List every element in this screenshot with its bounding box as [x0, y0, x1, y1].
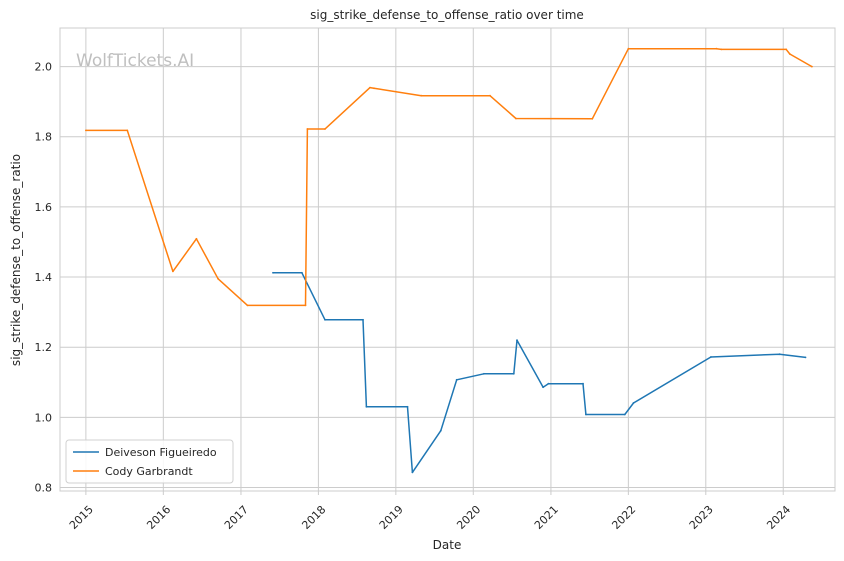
series-point-1 — [304, 304, 307, 307]
series-point-0 — [272, 271, 274, 274]
series-point-0 — [710, 356, 712, 358]
series-point-0 — [411, 471, 414, 474]
series-line-1 — [85, 47, 813, 307]
series-point-1 — [715, 47, 718, 50]
legend-label-figueiredo: Deiveson Figueiredo — [105, 446, 217, 459]
watermark: WolfTickets.AI — [76, 51, 194, 71]
series-point-1 — [373, 87, 375, 90]
y-tick-label: 1.0 — [35, 411, 53, 424]
series-point-1 — [85, 129, 87, 132]
series-point-1 — [172, 270, 174, 273]
series-point-1 — [627, 47, 630, 50]
series-point-0 — [804, 356, 807, 359]
series-point-0 — [516, 339, 518, 342]
series-layer — [85, 47, 813, 474]
x-tick-label: 2023 — [687, 503, 716, 532]
series-point-0 — [406, 405, 409, 408]
x-tick-label: 2016 — [144, 503, 173, 532]
series-point-1 — [785, 48, 788, 51]
x-tick-label: 2020 — [454, 503, 483, 532]
x-tick-label: 2018 — [299, 503, 328, 532]
series-point-0 — [542, 386, 544, 389]
series-point-1 — [720, 48, 723, 51]
x-tick-label: 2019 — [377, 503, 406, 532]
chart-title: sig_strike_defense_to_offense_ratio over… — [310, 8, 584, 22]
legend-label-garbrandt: Cody Garbrandt — [105, 465, 193, 478]
series-point-0 — [324, 318, 326, 321]
series-point-1 — [420, 94, 423, 97]
y-tick-label: 1.2 — [35, 341, 53, 354]
x-tick-label: 2024 — [764, 503, 793, 532]
y-tick-label: 1.6 — [35, 201, 53, 214]
series-point-0 — [301, 271, 303, 274]
series-point-1 — [811, 65, 813, 68]
legend-box — [65, 439, 234, 484]
y-tick-label: 1.8 — [35, 131, 53, 144]
series-point-1 — [788, 53, 791, 55]
x-axis-ticks: 2015 2016 2017 2018 2019 2020 2021 2022 2023 2024 — [67, 491, 793, 532]
x-tick-label: 2017 — [222, 503, 251, 532]
x-tick-label: 2021 — [532, 503, 561, 532]
series-point-0 — [585, 413, 587, 416]
series-point-0 — [623, 413, 626, 416]
series-point-0 — [365, 405, 368, 408]
y-tick-label: 2.0 — [35, 61, 53, 74]
series-point-1 — [591, 117, 594, 120]
series-point-0 — [632, 402, 635, 404]
series-point-0 — [362, 318, 364, 321]
series-point-1 — [369, 86, 371, 89]
series-point-1 — [515, 117, 517, 120]
series-point-0 — [547, 382, 550, 385]
series-point-1 — [195, 237, 198, 240]
x-axis-label: Date — [433, 538, 462, 552]
plot-frame — [59, 27, 836, 492]
series-point-1 — [489, 94, 491, 97]
series-point-1 — [217, 277, 220, 280]
y-tick-label: 0.8 — [35, 481, 53, 494]
series-point-1 — [306, 128, 309, 130]
series-point-0 — [512, 372, 515, 375]
legend: Deiveson Figueiredo Cody Garbrandt — [65, 439, 234, 484]
series-point-1 — [126, 129, 129, 132]
series-point-0 — [455, 378, 458, 381]
series-point-0 — [439, 429, 442, 432]
x-tick-label: 2022 — [609, 503, 638, 532]
y-axis-ticks: 0.8 1.0 1.2 1.4 1.6 1.8 2.0 — [35, 61, 53, 495]
series-point-0 — [483, 372, 485, 375]
grid — [60, 28, 835, 491]
y-axis-label: sig_strike_defense_to_offense_ratio — [9, 154, 23, 366]
x-tick-label: 2015 — [67, 503, 96, 532]
series-point-0 — [582, 382, 584, 385]
series-point-1 — [324, 128, 326, 130]
y-tick-label: 1.4 — [35, 271, 53, 284]
series-point-1 — [246, 304, 249, 307]
series-point-0 — [778, 353, 781, 356]
series-line-0 — [273, 272, 806, 474]
